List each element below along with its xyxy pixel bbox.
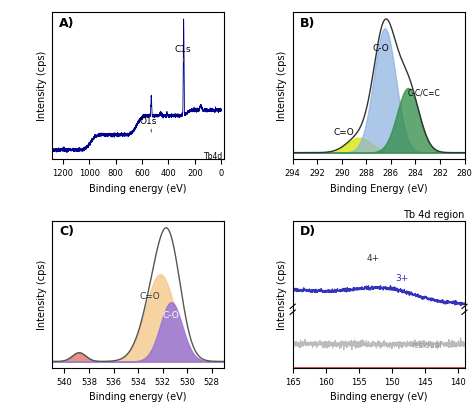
Text: C): C) [59, 225, 74, 238]
Text: 4+: 4+ [367, 254, 380, 263]
Text: A): A) [59, 17, 74, 30]
Text: C-O: C-O [163, 311, 180, 320]
Text: Tb4d: Tb4d [204, 152, 223, 161]
Text: C=O: C=O [334, 128, 355, 137]
X-axis label: Binding energy (eV): Binding energy (eV) [330, 392, 428, 402]
Text: C-O: C-O [373, 44, 390, 53]
Text: Tb 4d region: Tb 4d region [403, 210, 465, 220]
Text: B): B) [300, 17, 315, 30]
Text: D): D) [300, 225, 316, 238]
Y-axis label: Intensity (cps): Intensity (cps) [277, 51, 287, 121]
X-axis label: Binding Energy (eV): Binding Energy (eV) [330, 184, 428, 193]
Text: C=O: C=O [140, 292, 161, 301]
X-axis label: Binding energy (eV): Binding energy (eV) [89, 392, 187, 402]
Y-axis label: Intensity (cps): Intensity (cps) [36, 259, 46, 330]
Text: C-C/C=C: C-C/C=C [408, 88, 440, 97]
Y-axis label: Intensity (cps): Intensity (cps) [277, 259, 287, 330]
Text: C1s: C1s [174, 45, 191, 54]
Y-axis label: Intensity (cps): Intensity (cps) [36, 51, 46, 121]
Text: 3+: 3+ [395, 274, 409, 283]
Text: residual: residual [411, 342, 442, 351]
X-axis label: Binding energy (eV): Binding energy (eV) [89, 184, 187, 193]
Text: O1s: O1s [139, 117, 156, 126]
